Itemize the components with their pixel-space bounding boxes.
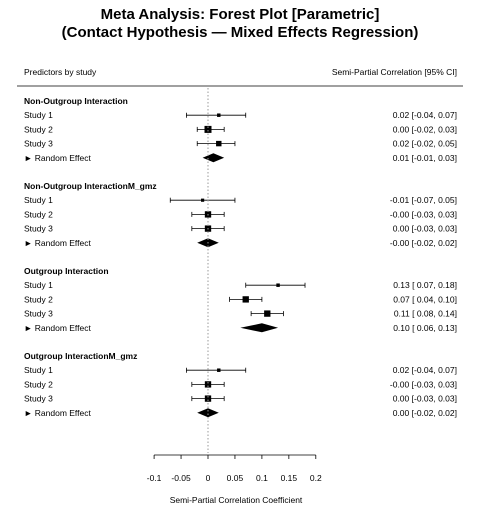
study-point-estimate [204, 381, 212, 388]
random-effect-ci-text: 0.01 [-0.01, 0.03] [393, 153, 457, 163]
group-title: Outgroup Interaction [24, 266, 109, 276]
study-ci-text: -0.00 [-0.03, 0.03] [390, 379, 457, 389]
random-effect-label: ► Random Effect [24, 238, 91, 248]
x-tick-label: 0.15 [281, 473, 298, 483]
study-label: Study 1 [24, 280, 53, 290]
x-tick-label: -0.1 [147, 473, 162, 483]
random-effect-diamond [197, 408, 219, 418]
x-tick-label: 0 [206, 473, 211, 483]
x-tick-label: 0.2 [310, 473, 322, 483]
study-point-estimate [204, 395, 212, 402]
study-label: Study 1 [24, 110, 53, 120]
x-tick-label: 0.1 [256, 473, 268, 483]
chart-title-line-2: (Contact Hypothesis — Mixed Effects Regr… [62, 24, 419, 41]
study-label: Study 1 [24, 195, 53, 205]
study-label: Study 3 [24, 224, 53, 234]
study-ci-text: 0.07 [ 0.04, 0.10] [393, 294, 457, 304]
study-point-estimate [276, 283, 280, 287]
study-ci-text: 0.02 [-0.04, 0.07] [393, 365, 457, 375]
study-label: Study 2 [24, 294, 53, 304]
study-point-estimate [264, 310, 271, 317]
study-label: Study 2 [24, 379, 53, 389]
study-point-estimate [217, 113, 221, 117]
x-tick-label: 0.05 [227, 473, 244, 483]
study-label: Study 2 [24, 209, 53, 219]
random-effect-label: ► Random Effect [24, 408, 91, 418]
x-axis-label: Semi-Partial Correlation Coefficient [170, 495, 303, 505]
study-point-estimate [216, 140, 222, 147]
group-title: Outgroup InteractionM_gmz [24, 351, 137, 361]
right-column-header: Semi-Partial Correlation [95% CI] [332, 67, 457, 77]
study-point-estimate [204, 125, 212, 133]
study-ci-text: 0.02 [-0.02, 0.05] [393, 139, 457, 149]
study-label: Study 3 [24, 309, 53, 319]
random-effect-label: ► Random Effect [24, 323, 91, 333]
chart-title-line-1: Meta Analysis: Forest Plot [Parametric] [101, 6, 380, 23]
study-ci-text: 0.02 [-0.04, 0.07] [393, 110, 457, 120]
random-effect-diamond [240, 323, 279, 333]
study-point-estimate [201, 198, 205, 202]
study-label: Study 3 [24, 394, 53, 404]
study-label: Study 3 [24, 139, 53, 149]
study-ci-text: -0.00 [-0.03, 0.03] [390, 209, 457, 219]
study-ci-text: 0.00 [-0.03, 0.03] [393, 394, 457, 404]
study-ci-text: -0.01 [-0.07, 0.05] [390, 195, 457, 205]
study-ci-text: 0.00 [-0.03, 0.03] [393, 224, 457, 234]
group-title: Non-Outgroup InteractionM_gmz [24, 181, 157, 191]
study-ci-text: 0.11 [ 0.08, 0.14] [394, 309, 457, 319]
study-label: Study 1 [24, 365, 53, 375]
random-effect-diamond [202, 153, 225, 163]
random-effect-ci-text: -0.00 [-0.02, 0.02] [390, 238, 457, 248]
random-effect-ci-text: 0.10 [ 0.06, 0.13] [393, 323, 457, 333]
random-effect-label: ► Random Effect [24, 153, 91, 163]
study-ci-text: 0.00 [-0.02, 0.03] [393, 124, 457, 134]
study-label: Study 2 [24, 124, 53, 134]
study-point-estimate [217, 368, 221, 372]
random-effect-ci-text: 0.00 [-0.02, 0.02] [393, 408, 457, 418]
study-ci-text: 0.13 [ 0.07, 0.18] [393, 280, 457, 290]
left-column-header: Predictors by study [24, 67, 97, 77]
x-tick-label: -0.05 [171, 473, 191, 483]
study-point-estimate [242, 296, 249, 303]
group-title: Non-Outgroup Interaction [24, 96, 128, 106]
